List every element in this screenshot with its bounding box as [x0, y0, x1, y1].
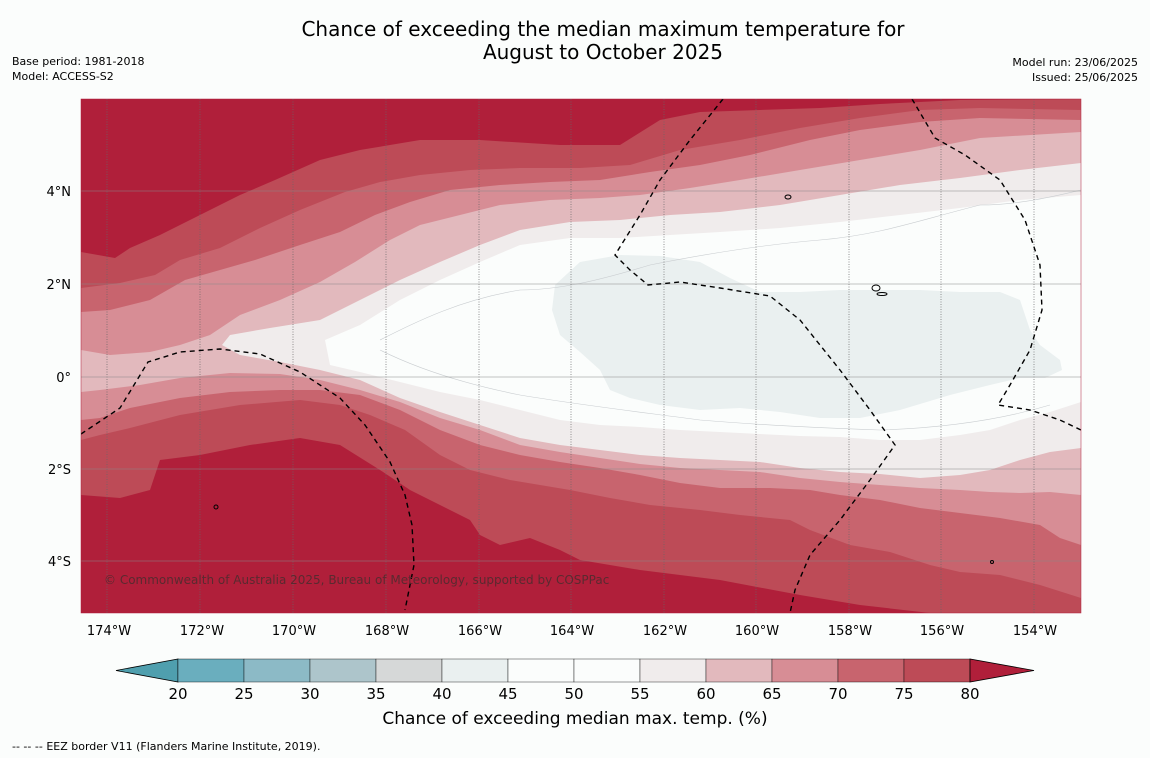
- model-run: Model run: 23/06/2025: [1012, 56, 1138, 69]
- lon-label: 162°W: [643, 624, 687, 639]
- colorbar-tick: 70: [828, 685, 847, 703]
- colorbar-segment: [507, 658, 575, 683]
- lon-label: 156°W: [920, 624, 964, 639]
- lon-label: 154°W: [1013, 624, 1057, 639]
- map-frame: [80, 98, 1082, 614]
- colorbar-tick: 55: [630, 685, 649, 703]
- colorbar-tick: 25: [234, 685, 253, 703]
- eez-legend: -- -- -- EEZ border V11 (Flanders Marine…: [12, 740, 320, 753]
- colorbar-segment: [837, 658, 905, 683]
- map-title: Chance of exceeding the median maximum t…: [200, 18, 1006, 64]
- islands: [213, 194, 994, 564]
- colorbar-tick: 35: [366, 685, 385, 703]
- model-name: Model: ACCESS-S2: [12, 70, 114, 83]
- latitude-axis: 4°N 2°N 0° 2°S 4°S: [47, 185, 72, 570]
- colorbar-extend-high: [969, 658, 1035, 683]
- lon-label: 174°W: [87, 624, 131, 639]
- eez-borders: [81, 99, 1081, 613]
- colorbar-ticks: 20 25 30 35 40 45 50 55 60 65 70 75 80: [168, 685, 979, 703]
- map-panel: © Commonwealth of Australia 2025, Bureau…: [81, 99, 1081, 613]
- lat-label: 2°S: [48, 463, 71, 478]
- colorbar-tick: 40: [432, 685, 451, 703]
- lat-label: 4°N: [47, 185, 72, 200]
- base-period: Base period: 1981-2018: [12, 55, 145, 68]
- colorbar-segment: [705, 658, 773, 683]
- title-line-1: Chance of exceeding the median maximum t…: [301, 17, 905, 41]
- longitude-axis: 174°W 172°W 170°W 168°W 166°W 164°W 162°…: [87, 624, 1057, 639]
- lat-label: 0°: [56, 371, 71, 386]
- colorbar-tick: 30: [300, 685, 319, 703]
- colorbar-tick: 20: [168, 685, 187, 703]
- colorbar-segment: [771, 658, 839, 683]
- colorbar-tick: 75: [894, 685, 913, 703]
- colorbar: [115, 658, 1035, 683]
- colorbar-tick: 65: [762, 685, 781, 703]
- colorbar-segment: [639, 658, 707, 683]
- gridlines: [106, 99, 1035, 613]
- colorbar-tick: 80: [960, 685, 979, 703]
- lat-label: 4°S: [48, 555, 71, 570]
- eez-legend-text: EEZ border V11 (Flanders Marine Institut…: [46, 740, 321, 753]
- colorbar-segment: [309, 658, 377, 683]
- lon-label: 166°W: [458, 624, 502, 639]
- colorbar-segment: [573, 658, 641, 683]
- colorbar-segment: [441, 658, 509, 683]
- colorbar-segment: [903, 658, 971, 683]
- latitude-lines: [81, 190, 1081, 562]
- title-line-2: August to October 2025: [482, 40, 724, 64]
- colorbar-segment: [177, 658, 245, 683]
- lon-label: 172°W: [180, 624, 224, 639]
- copyright-notice: © Commonwealth of Australia 2025, Bureau…: [104, 573, 609, 587]
- issued-date: Issued: 25/06/2025: [1031, 71, 1138, 84]
- contour-line: [379, 189, 1081, 341]
- lon-label: 160°W: [735, 624, 779, 639]
- colorbar-tick: 60: [696, 685, 715, 703]
- colorbar-extend-low: [115, 658, 179, 683]
- lon-label: 170°W: [272, 624, 316, 639]
- base-info: Base period: 1981-2018 Model: ACCESS-S2: [12, 54, 144, 84]
- contour-line: [379, 349, 1051, 431]
- lon-label: 164°W: [550, 624, 594, 639]
- colorbar-tick: 45: [498, 685, 517, 703]
- colorbar-label: Chance of exceeding median max. temp. (%…: [382, 709, 768, 729]
- lon-label: 168°W: [365, 624, 409, 639]
- colorbar-tick: 50: [564, 685, 583, 703]
- lon-label: 158°W: [828, 624, 872, 639]
- eez-legend-symbol: -- -- --: [12, 740, 43, 753]
- run-info: Model run: 23/06/2025 Issued: 25/06/2025: [1012, 55, 1138, 85]
- lat-label: 2°N: [47, 278, 72, 293]
- colorbar-segment: [243, 658, 311, 683]
- colorbar-segment: [375, 658, 443, 683]
